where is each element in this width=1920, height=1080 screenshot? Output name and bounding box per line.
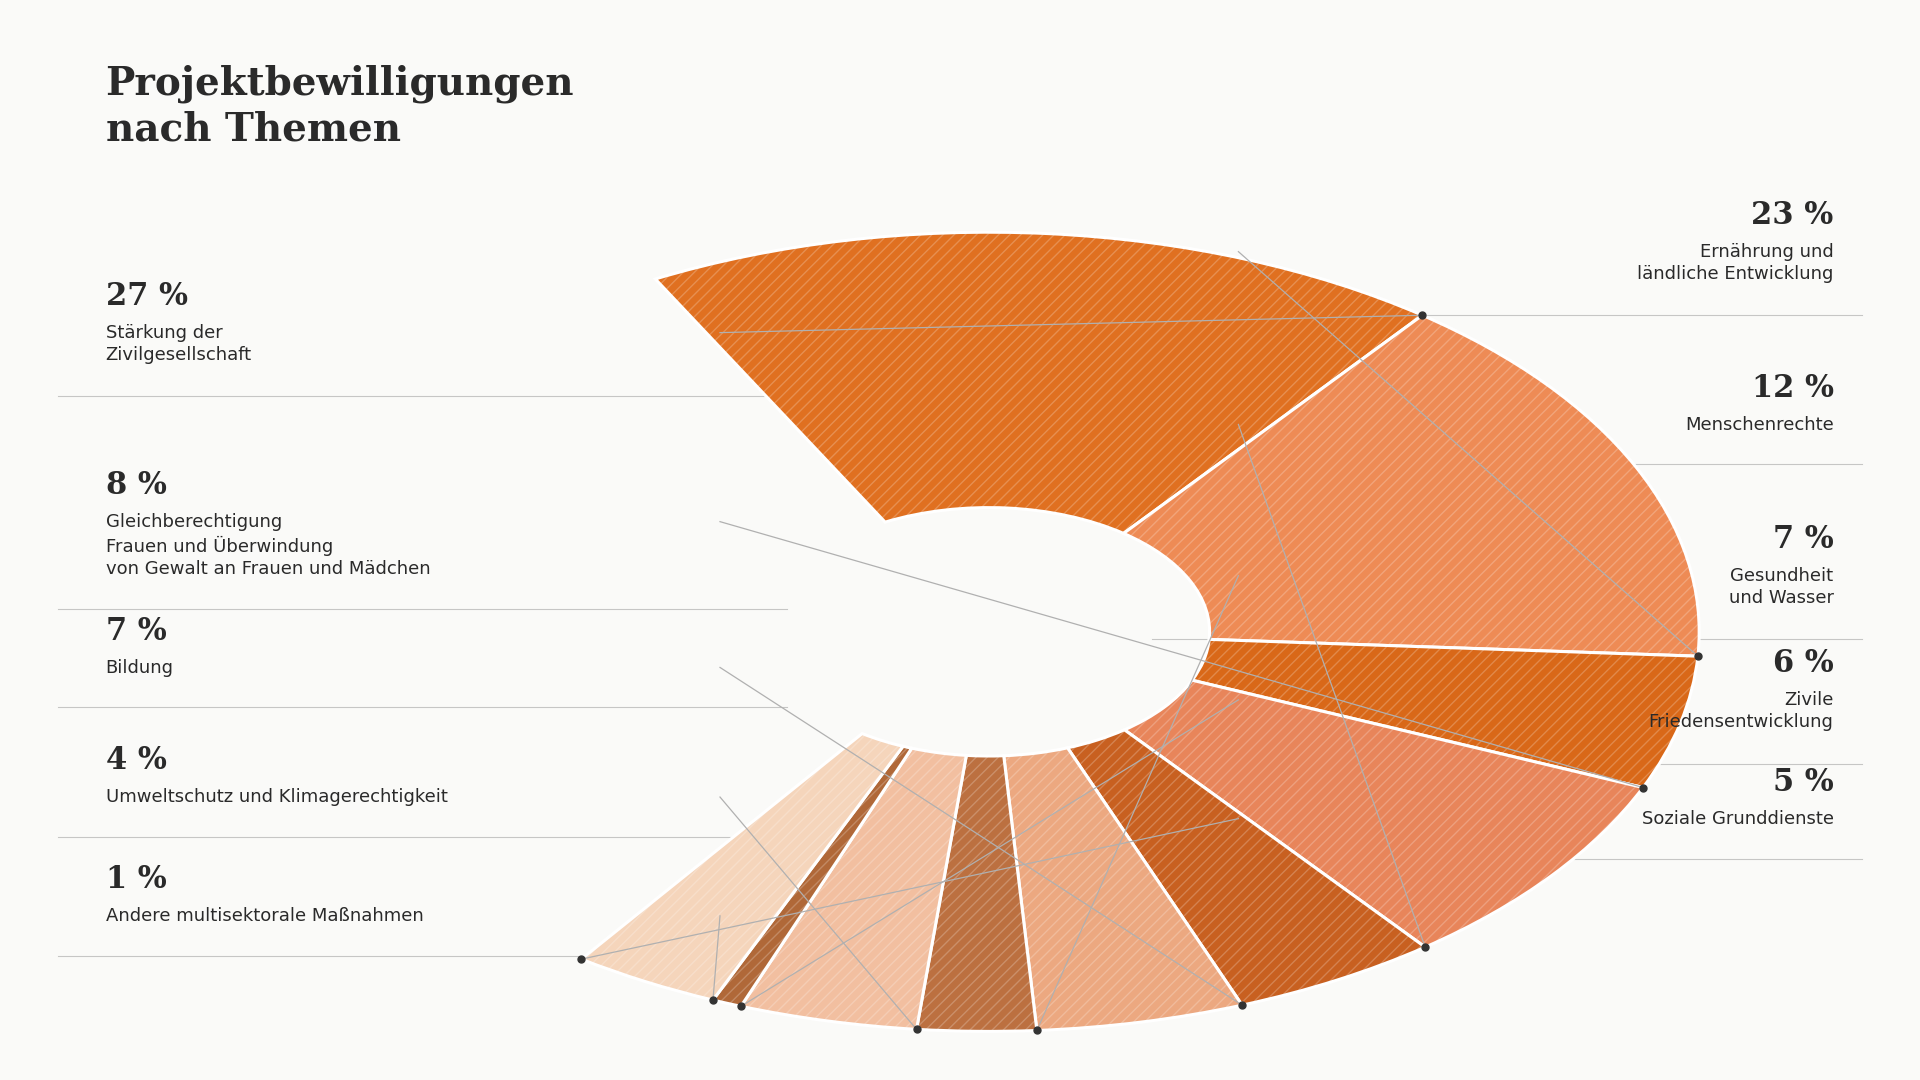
Text: Soziale Grunddienste: Soziale Grunddienste xyxy=(1642,810,1834,828)
Wedge shape xyxy=(1123,315,1699,657)
Text: Stärkung der
Zivilgesellschaft: Stärkung der Zivilgesellschaft xyxy=(106,324,252,364)
Text: Projektbewilligungen
nach Themen: Projektbewilligungen nach Themen xyxy=(106,65,574,149)
Wedge shape xyxy=(916,755,1037,1031)
Wedge shape xyxy=(1004,747,1242,1030)
Text: Ernährung und
ländliche Entwicklung: Ernährung und ländliche Entwicklung xyxy=(1638,243,1834,283)
Text: Umweltschutz und Klimagerechtigkeit: Umweltschutz und Klimagerechtigkeit xyxy=(106,788,447,807)
Text: 27 %: 27 % xyxy=(106,281,188,312)
Text: 4 %: 4 % xyxy=(106,745,167,777)
Text: 1 %: 1 % xyxy=(106,864,167,895)
Text: Gleichberechtigung
Frauen und Überwindung
von Gewalt an Frauen und Mädchen: Gleichberechtigung Frauen und Überwindun… xyxy=(106,513,430,578)
Text: 5 %: 5 % xyxy=(1772,767,1834,798)
Text: Zivile
Friedensentwicklung: Zivile Friedensentwicklung xyxy=(1649,691,1834,731)
Wedge shape xyxy=(1068,730,1425,1005)
Text: 7 %: 7 % xyxy=(106,616,167,647)
Wedge shape xyxy=(741,748,966,1029)
Text: 8 %: 8 % xyxy=(106,470,167,501)
Wedge shape xyxy=(582,733,902,1000)
Wedge shape xyxy=(655,232,1423,534)
Text: 7 %: 7 % xyxy=(1772,524,1834,555)
Text: 12 %: 12 % xyxy=(1751,373,1834,404)
Wedge shape xyxy=(1125,680,1644,947)
Text: Andere multisektorale Maßnahmen: Andere multisektorale Maßnahmen xyxy=(106,907,422,926)
Text: 6 %: 6 % xyxy=(1772,648,1834,679)
Text: Menschenrechte: Menschenrechte xyxy=(1686,416,1834,434)
Wedge shape xyxy=(712,746,912,1007)
Wedge shape xyxy=(1192,639,1697,787)
Text: 23 %: 23 % xyxy=(1751,200,1834,231)
Text: Bildung: Bildung xyxy=(106,659,173,677)
Text: Gesundheit
und Wasser: Gesundheit und Wasser xyxy=(1728,567,1834,607)
